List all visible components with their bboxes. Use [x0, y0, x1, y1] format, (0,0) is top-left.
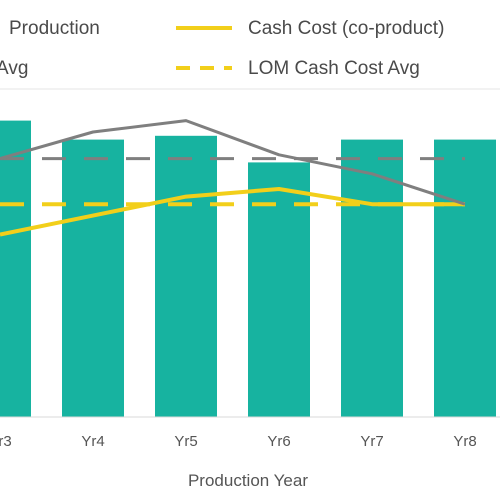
bar-yr8 [434, 139, 496, 417]
bar-yr3 [0, 120, 31, 417]
bar-yr4 [62, 139, 124, 417]
bar-yr6 [248, 162, 310, 417]
legend-label: Cash Cost (co-product) [248, 18, 444, 39]
x-tick-label: Yr3 [0, 433, 12, 450]
x-tick-label: Yr8 [453, 433, 476, 450]
legend-label: Production [9, 18, 100, 39]
plot-area [0, 119, 500, 418]
grey-series-3-line [0, 119, 466, 206]
x-axis: Yr3 Yr4 Yr5 Yr6 Yr7 Yr8 [0, 433, 477, 450]
x-tick-label: Yr7 [360, 433, 383, 450]
x-axis-title: Production Year [188, 471, 308, 490]
legend: Production Cash Cost (co-product) Avg LOM C… [0, 18, 444, 79]
legend-label: LOM Cash Cost Avg [248, 58, 420, 79]
cash-cost-co-product-line [0, 187, 465, 237]
x-tick-label: Yr5 [174, 433, 197, 450]
x-tick-label: Yr6 [267, 433, 290, 450]
x-tick-label: Yr4 [81, 433, 104, 450]
legend-label: Avg [0, 58, 28, 79]
bar-yr5 [155, 135, 217, 418]
bar-yr7 [341, 139, 403, 417]
